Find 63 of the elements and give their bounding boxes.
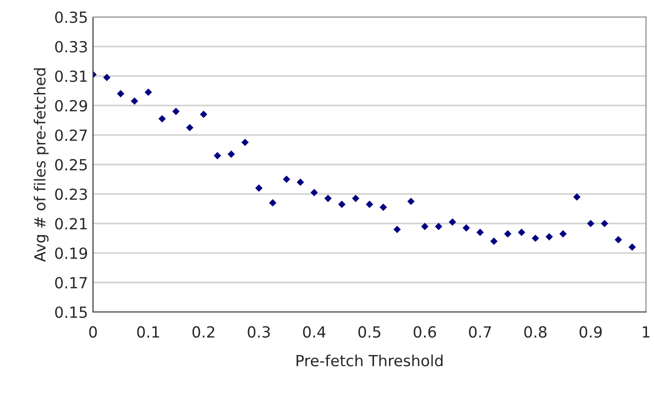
point xyxy=(324,194,332,202)
point xyxy=(573,193,581,201)
x-tick-label: 0.1 xyxy=(137,326,160,338)
point xyxy=(532,234,540,242)
point xyxy=(393,226,401,234)
point xyxy=(200,110,208,118)
point xyxy=(448,218,456,226)
y-tick-label: 0.33 xyxy=(55,40,87,53)
y-axis-title: Avg # of files pre-fetched xyxy=(34,68,49,262)
x-tick-label: 0.3 xyxy=(248,326,270,338)
point xyxy=(490,238,498,245)
point xyxy=(476,228,484,236)
point xyxy=(518,228,526,236)
y-tick-label: 0.31 xyxy=(55,70,87,82)
point xyxy=(255,184,263,192)
y-tick-label: 0.19 xyxy=(55,247,88,260)
x-tick-label: 0.9 xyxy=(580,326,602,338)
y-tick-label: 0.27 xyxy=(55,129,87,142)
point xyxy=(628,243,636,251)
point xyxy=(338,200,346,208)
point xyxy=(103,74,110,82)
point xyxy=(421,222,428,230)
point xyxy=(546,233,553,240)
point xyxy=(407,198,415,206)
point xyxy=(587,220,594,228)
point xyxy=(144,88,152,96)
x-tick-label: 0.7 xyxy=(468,326,491,338)
point xyxy=(352,194,360,202)
point xyxy=(614,236,622,244)
x-tick-label: 0.5 xyxy=(358,326,380,338)
point xyxy=(241,138,249,146)
x-tick-label: 0.4 xyxy=(303,326,326,338)
y-tick-label: 0.35 xyxy=(55,11,87,24)
point xyxy=(310,188,318,196)
point xyxy=(366,200,374,208)
point xyxy=(130,97,138,105)
x-tick-label: 0.2 xyxy=(192,326,214,338)
x-tick-label: 0.6 xyxy=(414,326,436,338)
point xyxy=(116,90,124,98)
y-tick-label: 0.23 xyxy=(55,188,87,200)
y-tick-label: 0.21 xyxy=(55,218,87,230)
y-tick-label: 0.17 xyxy=(55,276,87,289)
point xyxy=(172,108,180,116)
point xyxy=(462,224,470,232)
point xyxy=(186,124,194,132)
point xyxy=(380,204,387,211)
point xyxy=(282,176,290,183)
point xyxy=(600,220,608,228)
point xyxy=(158,115,166,122)
x-tick-label: 0 xyxy=(89,326,97,338)
x-axis-title: Pre-fetch Threshold xyxy=(296,354,443,366)
y-tick-label: 0.25 xyxy=(55,158,87,171)
point xyxy=(269,199,276,207)
x-tick-label: 0.8 xyxy=(524,326,547,338)
point xyxy=(434,222,442,230)
y-tick-label: 0.15 xyxy=(55,306,87,318)
x-tick-label: 1 xyxy=(642,326,650,338)
point xyxy=(214,152,222,160)
point xyxy=(228,150,235,158)
y-tick-label: 0.29 xyxy=(55,100,88,112)
point xyxy=(504,230,512,238)
point xyxy=(559,230,567,238)
point xyxy=(296,178,304,186)
